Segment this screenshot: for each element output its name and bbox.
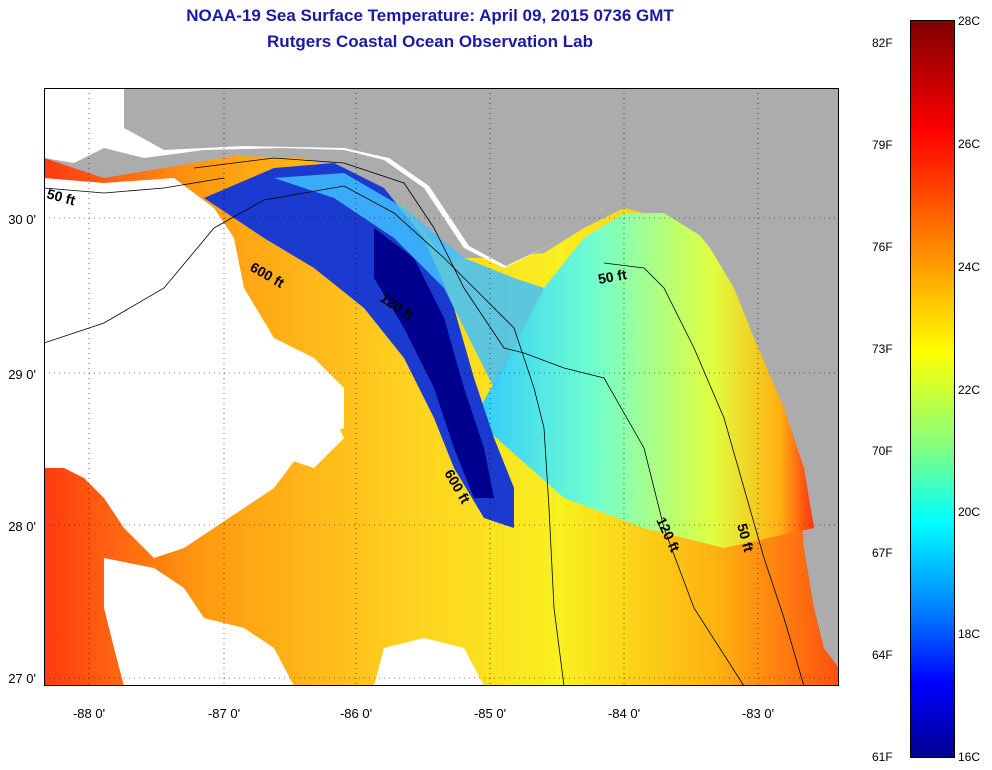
celsius-tick: 26C — [958, 137, 981, 151]
lon-label: -85 0' — [473, 706, 507, 721]
sst-map: 50 ft 600 ft 120 ft 50 ft 600 ft 120 ft … — [44, 88, 839, 686]
sea-shelf — [474, 213, 814, 548]
lon-label: -86 0' — [339, 706, 373, 721]
fahrenheit-tick: 64F — [872, 648, 893, 662]
fahrenheit-tick: 67F — [872, 546, 893, 560]
depth-contours — [44, 157, 805, 686]
cloud-mask — [374, 638, 484, 686]
celsius-tick: 18C — [958, 627, 981, 641]
celsius-tick: 20C — [958, 505, 981, 519]
lon-label: -84 0' — [607, 706, 641, 721]
contour-label: 50 ft — [734, 522, 757, 554]
fahrenheit-tick: 61F — [872, 750, 893, 764]
map-title: NOAA-19 Sea Surface Temperature: April 0… — [186, 6, 674, 25]
cloud-mask — [44, 178, 344, 558]
lon-label: -87 0' — [207, 706, 241, 721]
fahrenheit-tick: 79F — [872, 138, 893, 152]
contour-label: 50 ft — [45, 185, 77, 208]
lat-label: 28 0' — [8, 519, 36, 534]
lon-label: -88 0' — [72, 706, 106, 721]
lon-label: -83 0' — [741, 706, 775, 721]
celsius-tick: 16C — [958, 750, 981, 764]
sea-deep-cold — [374, 228, 494, 498]
land-gray — [124, 88, 839, 668]
fahrenheit-tick: 76F — [872, 240, 893, 254]
celsius-tick: 24C — [958, 260, 981, 274]
cloud-mask — [104, 558, 294, 686]
temperature-colorbar — [910, 20, 955, 758]
lat-label: 27 0' — [8, 671, 36, 686]
fahrenheit-tick: 73F — [872, 342, 893, 356]
celsius-tick: 22C — [958, 383, 981, 397]
contour-label: 50 ft — [597, 266, 628, 287]
cloud-mask — [244, 388, 344, 468]
fahrenheit-tick: 82F — [872, 36, 893, 50]
celsius-tick: 28C — [958, 14, 981, 28]
map-subtitle: Rutgers Coastal Ocean Observation Lab — [267, 32, 593, 51]
lat-label: 29 0' — [8, 367, 36, 382]
fahrenheit-tick: 70F — [872, 444, 893, 458]
lat-label: 30 0' — [8, 212, 36, 227]
sea-cyan-band — [274, 173, 544, 388]
map-frame — [44, 88, 839, 686]
